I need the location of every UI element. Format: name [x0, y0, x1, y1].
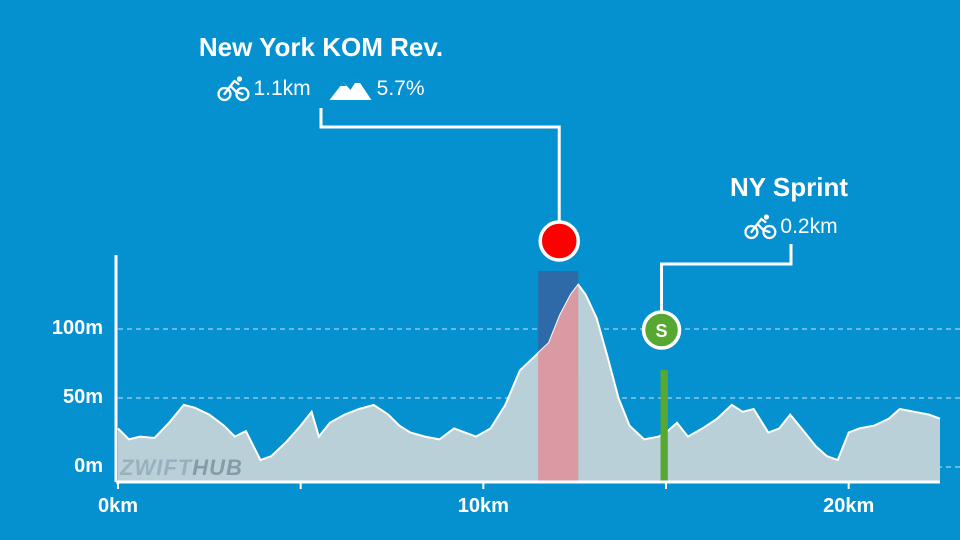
x-tick-label: 20km	[823, 495, 875, 517]
mountain-icon	[329, 79, 372, 100]
elevation-area	[118, 284, 940, 481]
kom-marker	[538, 220, 580, 262]
kom-distance: 1.1km	[253, 77, 311, 100]
kom-segment-stats: 1.1km 5.7%	[217, 76, 425, 102]
x-tick-label: 10km	[457, 495, 509, 517]
y-tick-label: 50m	[62, 386, 103, 408]
sprint-callout-line	[660, 244, 793, 312]
bike-icon	[744, 214, 777, 240]
sprint-marker-label: S	[656, 321, 668, 341]
sprint-segment-band	[660, 370, 668, 481]
kom-callout-line	[319, 108, 561, 222]
watermark-part1: ZWIFT	[120, 455, 193, 480]
sprint-segment-stats: 0.2km	[744, 214, 838, 240]
watermark-part2: HUB	[192, 455, 243, 480]
sprint-marker	[641, 310, 682, 350]
kom-segment-title: New York KOM Rev.	[198, 32, 444, 62]
kom-segment-fill	[538, 284, 579, 481]
kom-gradient: 5.7%	[376, 77, 425, 100]
watermark: ZWIFTHUB	[120, 455, 243, 481]
y-tick-label: 0m	[74, 455, 103, 477]
sprint-distance: 0.2km	[780, 215, 838, 238]
bike-icon	[217, 76, 250, 102]
y-tick-label: 100m	[51, 317, 103, 339]
sprint-segment-title: NY Sprint	[730, 172, 848, 202]
x-tick-label: 0km	[97, 495, 139, 517]
